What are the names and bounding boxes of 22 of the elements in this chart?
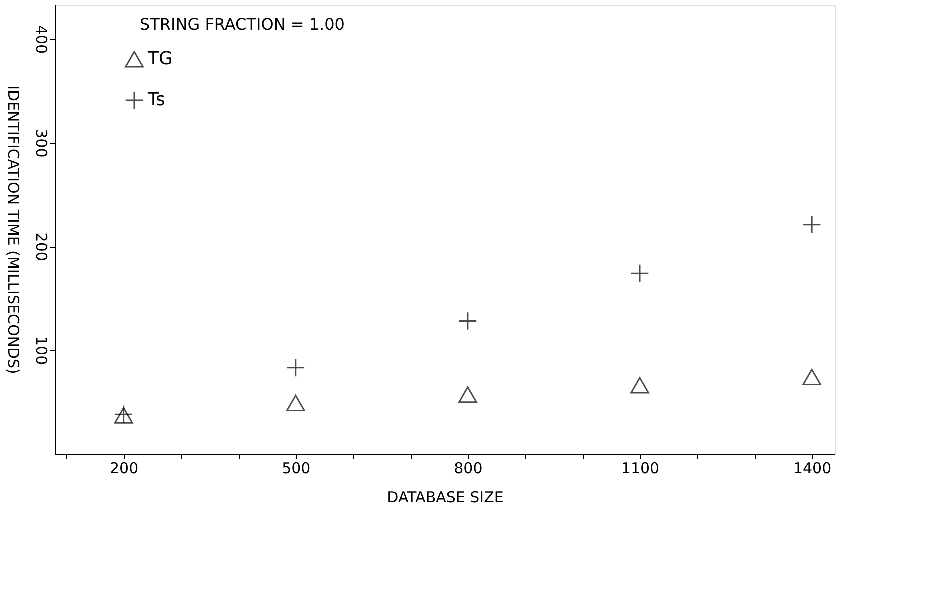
y-axis-title: IDENTIFICATION TIME (MILLISECONDS) [4, 86, 22, 374]
point [458, 386, 478, 404]
point [286, 394, 306, 412]
x-tick-label: 200 [110, 460, 139, 478]
x-tick-label: 1400 [793, 460, 832, 478]
x-tick-label: 1100 [621, 460, 660, 478]
point [458, 312, 478, 331]
x-tick-label: 800 [454, 460, 483, 478]
y-tick-label: 200 [32, 232, 50, 262]
annotation: STRING FRACTION = 1.00 [140, 15, 345, 34]
y-tick-label: 300 [32, 129, 50, 158]
x-tick-label: 500 [282, 460, 311, 478]
y-tick-label: 100 [32, 336, 50, 366]
legend-label: TG [147, 48, 173, 70]
y-tick-label: 400 [32, 25, 50, 54]
legend-label: Ts [147, 90, 166, 110]
point [286, 358, 306, 378]
point [630, 377, 650, 394]
point [802, 369, 822, 386]
point [630, 264, 650, 283]
x-axis-title: DATABASE SIZE [387, 488, 504, 506]
point [802, 215, 822, 234]
